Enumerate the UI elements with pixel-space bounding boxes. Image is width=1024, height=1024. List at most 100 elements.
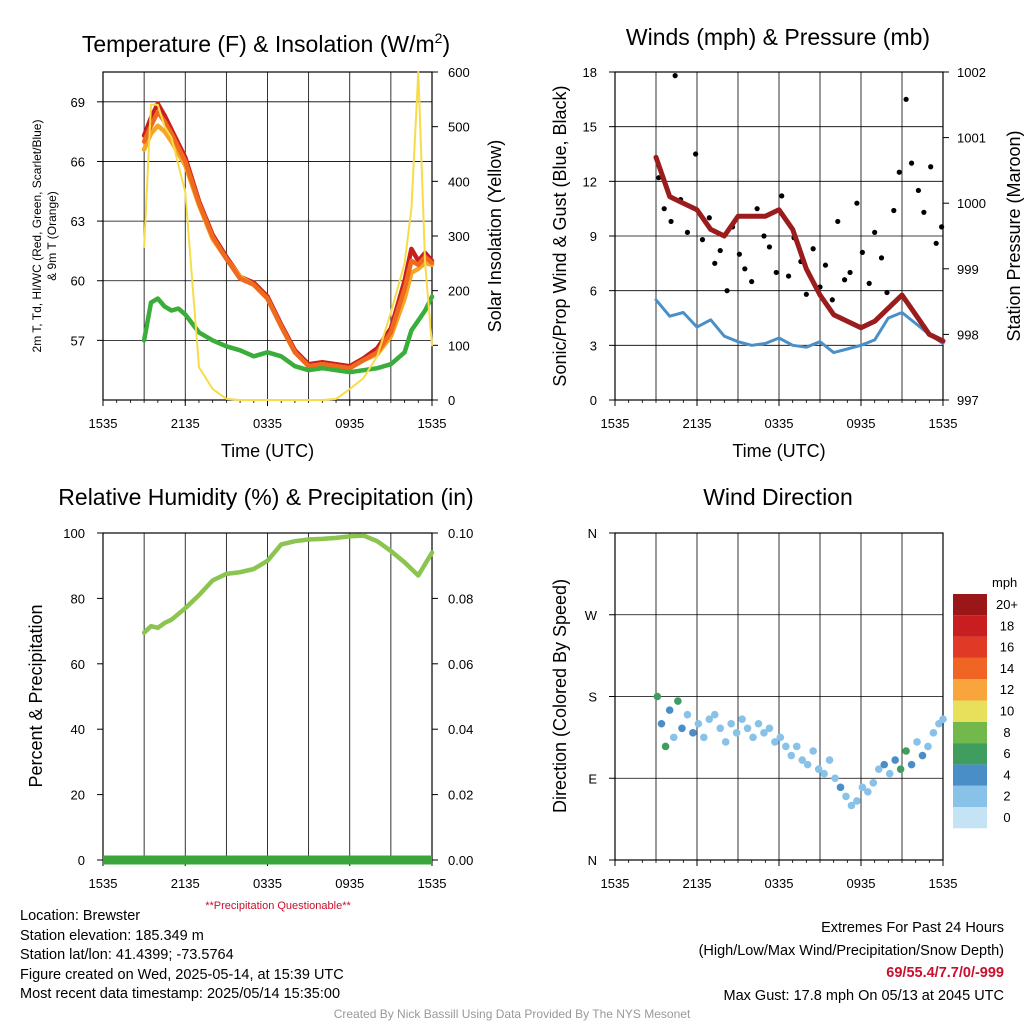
- direction-point: [825, 756, 834, 764]
- direction-point: [864, 788, 872, 796]
- rh-ytick-label: 0: [78, 853, 85, 868]
- direction-point: [665, 706, 674, 714]
- gust-point: [717, 247, 723, 254]
- legend-label: 12: [1000, 682, 1014, 697]
- rh-xtick-label: 1535: [89, 876, 118, 891]
- precip-ytick-label: 0.10: [448, 526, 473, 541]
- direction-point: [792, 742, 801, 751]
- rh-xtick-label: 2135: [171, 876, 200, 891]
- gust-point: [699, 237, 706, 243]
- legend-swatch: [953, 615, 987, 637]
- dir-ytick-label: N: [588, 853, 597, 868]
- legend-swatch: [953, 679, 987, 701]
- direction-panel: Wind Direction 1535 2135 0335 0935 1535 N E S W N…: [550, 484, 957, 891]
- rh-xtick-label: 1535: [418, 876, 447, 891]
- gust-point: [903, 96, 909, 102]
- dir-ytick-label: W: [585, 608, 598, 623]
- gust-point: [706, 215, 712, 221]
- extremes-subtitle: (High/Low/Max Wind/Precipitation/Snow De…: [698, 942, 1004, 959]
- direction-point: [874, 765, 883, 773]
- wind-ylabel: Sonic/Prop Wind & Gust (Blue, Black): [550, 85, 570, 386]
- legend-swatch: [953, 700, 987, 722]
- temp-xtick-label: 1535: [418, 416, 447, 431]
- speed-legend: mph 0 2 4 6 8 10 12 14 16 18 20+: [953, 575, 1018, 829]
- legend-swatch: [953, 743, 987, 765]
- legend-swatch: [953, 721, 987, 744]
- dir-xtick-label: 1535: [929, 876, 958, 891]
- temp-xlabel: Time (UTC): [221, 441, 314, 461]
- wind-xlabel: Time (UTC): [732, 441, 825, 461]
- direction-point: [939, 715, 947, 724]
- solar-ylabel: Solar Insolation (Yellow): [485, 140, 505, 332]
- direction-point: [929, 729, 938, 737]
- legend-label: 10: [1000, 704, 1014, 719]
- temperature-title: Temperature (F) & Insolation (W/m2): [82, 30, 450, 57]
- legend-swatch: [953, 764, 987, 786]
- rh-ytick-label: 60: [71, 657, 85, 672]
- direction-point: [710, 710, 719, 719]
- legend-swatch: [953, 807, 987, 829]
- gust-point: [829, 297, 835, 303]
- gust-point: [939, 224, 945, 230]
- wind-xtick-label: 2135: [683, 416, 712, 431]
- solar-ytick-label: 400: [448, 174, 470, 189]
- direction-point: [705, 715, 714, 724]
- rh-ytick-label: 40: [71, 722, 85, 737]
- rh-ytick-label: 80: [71, 591, 85, 606]
- winds-panel: Winds (mph) & Pressure (mb) 1535 2135 0335…: [550, 24, 1024, 461]
- temp-ytick-label: 57: [71, 333, 85, 348]
- wind-ytick-label: 3: [590, 338, 597, 353]
- wind-xtick-label: 0335: [765, 416, 794, 431]
- wind-ytick-label: 0: [590, 393, 597, 408]
- solar-ytick-label: 500: [448, 120, 470, 135]
- direction-point: [661, 742, 670, 751]
- temp-ylabel-line2: & 9m T (Orange): [45, 191, 59, 281]
- direction-point: [847, 801, 856, 810]
- extremes-title: Extremes For Past 24 Hours: [821, 920, 1004, 936]
- wind-xtick-label: 0935: [847, 416, 876, 431]
- gust-point: [859, 249, 865, 255]
- dir-ytick-label: S: [588, 690, 597, 705]
- direction-title: Wind Direction: [703, 484, 853, 510]
- gust-point: [712, 260, 718, 266]
- rh-ytick-label: 20: [71, 788, 85, 803]
- dir-xtick-label: 0335: [765, 876, 794, 891]
- pressure-ytick-label: 998: [957, 327, 979, 342]
- gust-point: [693, 151, 699, 157]
- legend-label: 2: [1003, 789, 1010, 804]
- series-line-t2m: [141, 101, 435, 369]
- direction-point: [853, 797, 861, 805]
- direction-point: [657, 719, 666, 728]
- gust-point: [779, 193, 785, 199]
- temp-xtick-label: 2135: [171, 416, 200, 431]
- direction-point: [683, 710, 692, 719]
- gust-point: [896, 169, 902, 175]
- direction-point: [907, 760, 916, 769]
- solar-ytick-label: 600: [448, 65, 470, 80]
- precip-ytick-label: 0.06: [448, 657, 473, 672]
- direction-point: [836, 783, 845, 792]
- direction-point: [885, 769, 894, 778]
- pressure-ytick-label: 999: [957, 262, 979, 277]
- legend-label: 18: [1000, 618, 1014, 633]
- dir-xtick-label: 2135: [683, 876, 712, 891]
- precip-ytick-label: 0.00: [448, 853, 473, 868]
- max-gust-text: Max Gust: 17.8 mph On 05/13 at 2045 UTC: [723, 987, 1004, 1004]
- legend-swatch: [953, 594, 987, 616]
- wind-ytick-label: 15: [583, 120, 597, 135]
- humidity-panel: Relative Humidity (%) & Precipitation (i…: [26, 484, 474, 912]
- direction-point: [653, 692, 662, 701]
- dir-xtick-label: 1535: [601, 876, 630, 891]
- gust-point: [810, 246, 816, 252]
- gust-point: [891, 207, 897, 214]
- temperature-panel: Temperature (F) & Insolation (W/m2) 1535…: [30, 30, 505, 461]
- direction-point: [749, 733, 757, 742]
- series-line-hiwc: [141, 109, 435, 371]
- rh-ytick-label: 100: [63, 526, 85, 541]
- legend-label: 0: [1003, 810, 1010, 825]
- direction-point: [831, 774, 839, 783]
- direction-point: [798, 756, 807, 764]
- temp-xtick-label: 0935: [335, 416, 364, 431]
- dir-ytick-label: E: [588, 771, 597, 786]
